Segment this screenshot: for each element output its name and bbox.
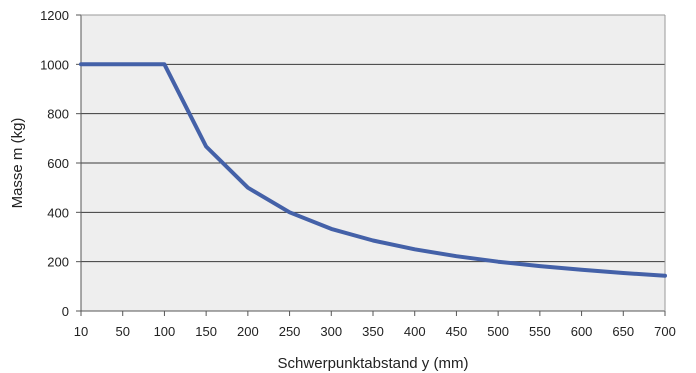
x-tick-label: 350 (362, 324, 384, 339)
y-tick-label: 600 (47, 156, 69, 171)
data-point (622, 272, 624, 274)
y-tick-label: 0 (62, 304, 69, 319)
x-tick-labels: 10 50 100 150 200 250 300 350 400 450 500 550 600 650… (74, 324, 676, 339)
x-tick-label: 50 (115, 324, 129, 339)
x-tick-label: 300 (320, 324, 342, 339)
data-point (455, 255, 457, 257)
x-tick-label: 100 (154, 324, 176, 339)
data-point (330, 228, 332, 230)
x-tick-label: 450 (446, 324, 468, 339)
x-tick-label: 200 (237, 324, 259, 339)
x-axis-title: Schwerpunktabstand y (mm) (278, 355, 469, 372)
y-tick-label: 200 (47, 255, 69, 270)
x-tick-label: 500 (487, 324, 509, 339)
series-layer (79, 62, 667, 278)
x-tick-label: 650 (612, 324, 634, 339)
data-point (163, 63, 165, 65)
y-tick-label: 1000 (40, 57, 69, 72)
data-point (247, 187, 249, 189)
data-point (664, 275, 666, 277)
x-tick-label: 250 (279, 324, 301, 339)
data-point (581, 269, 583, 271)
x-tick-label: 150 (195, 324, 217, 339)
x-tick-label: 400 (404, 324, 426, 339)
data-point (289, 211, 291, 213)
x-tick-label: 600 (571, 324, 593, 339)
y-tick-label: 800 (47, 107, 69, 122)
x-tick-label: 10 (74, 324, 88, 339)
data-point (80, 63, 82, 65)
data-point (414, 248, 416, 250)
y-axis-title: Masse m (kg) (9, 118, 26, 209)
data-point (122, 63, 124, 65)
y-tick-label: 1200 (40, 8, 69, 23)
data-point (205, 145, 207, 147)
data-point (372, 239, 374, 241)
y-tick-label: 400 (47, 205, 69, 220)
y-tick-labels: 0 200 400 600 800 1000 1200 (40, 8, 69, 319)
data-point (497, 261, 499, 263)
x-tick-label: 550 (529, 324, 551, 339)
data-point (539, 265, 541, 267)
x-tick-label: 700 (654, 324, 676, 339)
